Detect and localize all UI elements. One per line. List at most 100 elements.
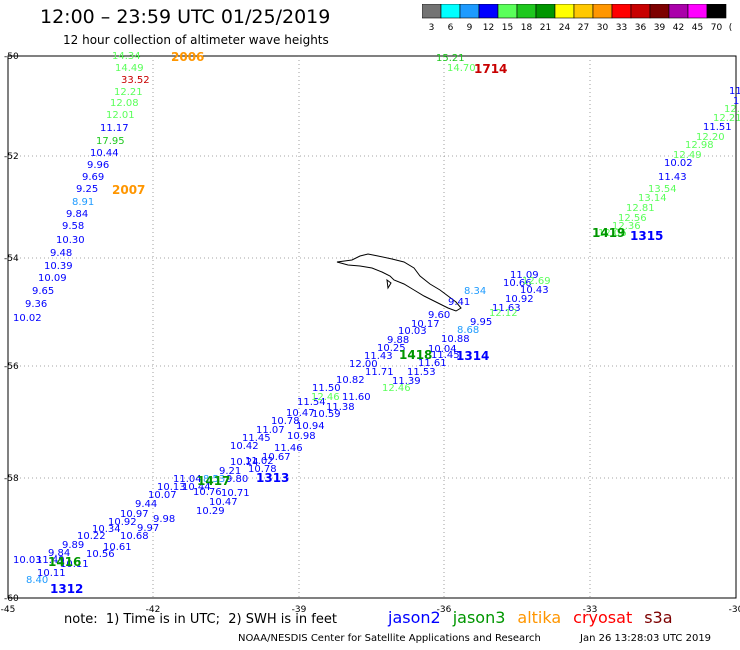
units-note: note: 1) Time is in UTC; 2) SWH is in fe… (64, 612, 337, 627)
wave-height-value: 14.34 (112, 51, 141, 62)
wave-height-value: 9.84 (48, 548, 70, 559)
wave-height-value: 9.48 (50, 248, 72, 259)
wave-height-value: 10.68 (120, 531, 149, 542)
wave-height-value: 11.43 (658, 172, 687, 183)
wave-height-value: 12.69 (522, 276, 551, 287)
pass-id-label: 1313 (256, 471, 289, 485)
satellite-legend: jason2 jason3 altika cryosat s3a (388, 608, 685, 627)
lon-tick-label: -39 (292, 605, 307, 615)
pass-id-label: 1416 (48, 555, 81, 569)
wave-height-value: 11.24 (733, 96, 740, 107)
wave-height-value: 10.13 (157, 482, 186, 493)
wave-height-value: 12.08 (110, 98, 139, 109)
lat-tick-label: -50 (4, 52, 19, 62)
wave-height-value: 33.52 (121, 75, 150, 86)
wave-height-value: 10.97 (120, 509, 149, 520)
wave-height-value: 10.04 (428, 344, 457, 355)
wave-height-value: 11.51 (703, 122, 732, 133)
color-scale-label: 21 (540, 23, 551, 33)
wave-height-value: 10.11 (37, 568, 66, 579)
wave-height-value: 12.12 (489, 308, 518, 319)
map-subtitle: 12 hour collection of altimeter wave hei… (63, 33, 329, 47)
wave-height-value: 15.21 (436, 53, 465, 64)
color-scale-label: 27 (578, 23, 589, 33)
wave-height-value: 10.92 (108, 517, 137, 528)
wave-height-value: 10.29 (196, 506, 225, 517)
color-scale-label: (ft) (729, 23, 732, 33)
wave-height-value: 10.43 (520, 285, 549, 296)
wave-height-value: 10.78 (248, 464, 277, 475)
wave-height-value: 11.54 (297, 397, 326, 408)
color-scale-label: 45 (692, 23, 703, 33)
wave-height-value: 10.98 (287, 431, 316, 442)
wave-height-value: 10.02 (664, 158, 693, 169)
color-scale-label: 12 (483, 23, 494, 33)
wave-height-value: 11.60 (342, 392, 371, 403)
wave-height-value: 10.11 (60, 559, 89, 570)
wave-height-value: 13.14 (638, 193, 667, 204)
color-scale-label: 33 (616, 23, 627, 33)
wave-height-value: 11.53 (407, 367, 436, 378)
wave-height-value: 8.34 (464, 286, 486, 297)
wave-height-value: 9.84 (66, 209, 88, 220)
wave-height-value: 12.20 (696, 132, 725, 143)
wave-height-value: 10.39 (44, 261, 73, 272)
color-scale-label: 36 (635, 23, 647, 33)
legend-jason2: jason2 (388, 608, 441, 627)
wave-height-value: 9.60 (428, 310, 450, 321)
wave-height-value: 11.61 (418, 358, 447, 369)
legend-cryosat: cryosat (573, 608, 633, 627)
wave-height-value: 11.45 (431, 350, 460, 361)
wave-height-value: 10.56 (86, 549, 115, 560)
wave-height-value: 12.06 (598, 228, 627, 239)
wave-height-value: 9.95 (470, 317, 492, 328)
color-scale-label: 70 (711, 23, 723, 33)
pass-id-label: 1314 (456, 349, 489, 363)
color-scale-label: 42 (673, 23, 684, 33)
wave-height-value: 8.68 (457, 325, 479, 336)
wave-height-value: 12.36 (724, 104, 740, 115)
map-frame (7, 55, 737, 599)
wave-height-value: 12.36 (612, 221, 641, 232)
color-scale-label: 30 (597, 23, 609, 33)
wave-height-value: 10.03 (13, 555, 42, 566)
wave-height-value: 9.88 (387, 335, 409, 346)
wave-height-value: 11.71 (365, 367, 394, 378)
lat-tick-label: -56 (4, 362, 19, 372)
lon-tick-label: -45 (1, 605, 16, 615)
wave-height-value: 9.96 (87, 160, 109, 171)
lat-tick-label: -52 (4, 152, 19, 162)
wave-height-value: 11.45 (242, 433, 271, 444)
lon-tick-label: -33 (583, 605, 598, 615)
color-scale-label: 24 (559, 23, 571, 33)
lon-tick-label: -42 (146, 605, 161, 615)
color-scale-label: 9 (467, 23, 473, 33)
wave-height-value: 8.91 (72, 197, 94, 208)
legend-altika: altika (517, 608, 562, 627)
wave-height-value: 9.25 (76, 184, 98, 195)
wave-height-value: 11.09 (510, 270, 539, 281)
lat-tick-label: -58 (4, 474, 19, 484)
wave-height-value: 11.07 (256, 425, 285, 436)
wave-height-value: 9.44 (135, 499, 157, 510)
wave-height-value: 12.46 (382, 383, 411, 394)
wave-height-value: 10.82 (336, 375, 365, 386)
wave-height-value: 10.34 (92, 524, 121, 535)
wave-height-value: 11.63 (492, 303, 521, 314)
color-swatch-15 (706, 4, 727, 19)
wave-height-value: 12.56 (618, 213, 647, 224)
wave-height-value: 10.47 (209, 497, 238, 508)
color-scale-label: 15 (502, 23, 513, 33)
pass-id-label: 2007 (112, 183, 145, 197)
wave-height-value: 12.46 (311, 392, 340, 403)
wave-height-value: 12.21 (114, 87, 143, 98)
wave-height-value: 10.44 (182, 482, 211, 493)
wave-height-value: 10.47 (286, 408, 315, 419)
wave-height-value: 12.98 (685, 140, 714, 151)
wave-height-value: 10.92 (505, 294, 534, 305)
color-scale-label: 6 (448, 23, 454, 33)
legend-jason3: jason3 (452, 608, 506, 627)
wave-height-value: 9.80 (226, 474, 248, 485)
